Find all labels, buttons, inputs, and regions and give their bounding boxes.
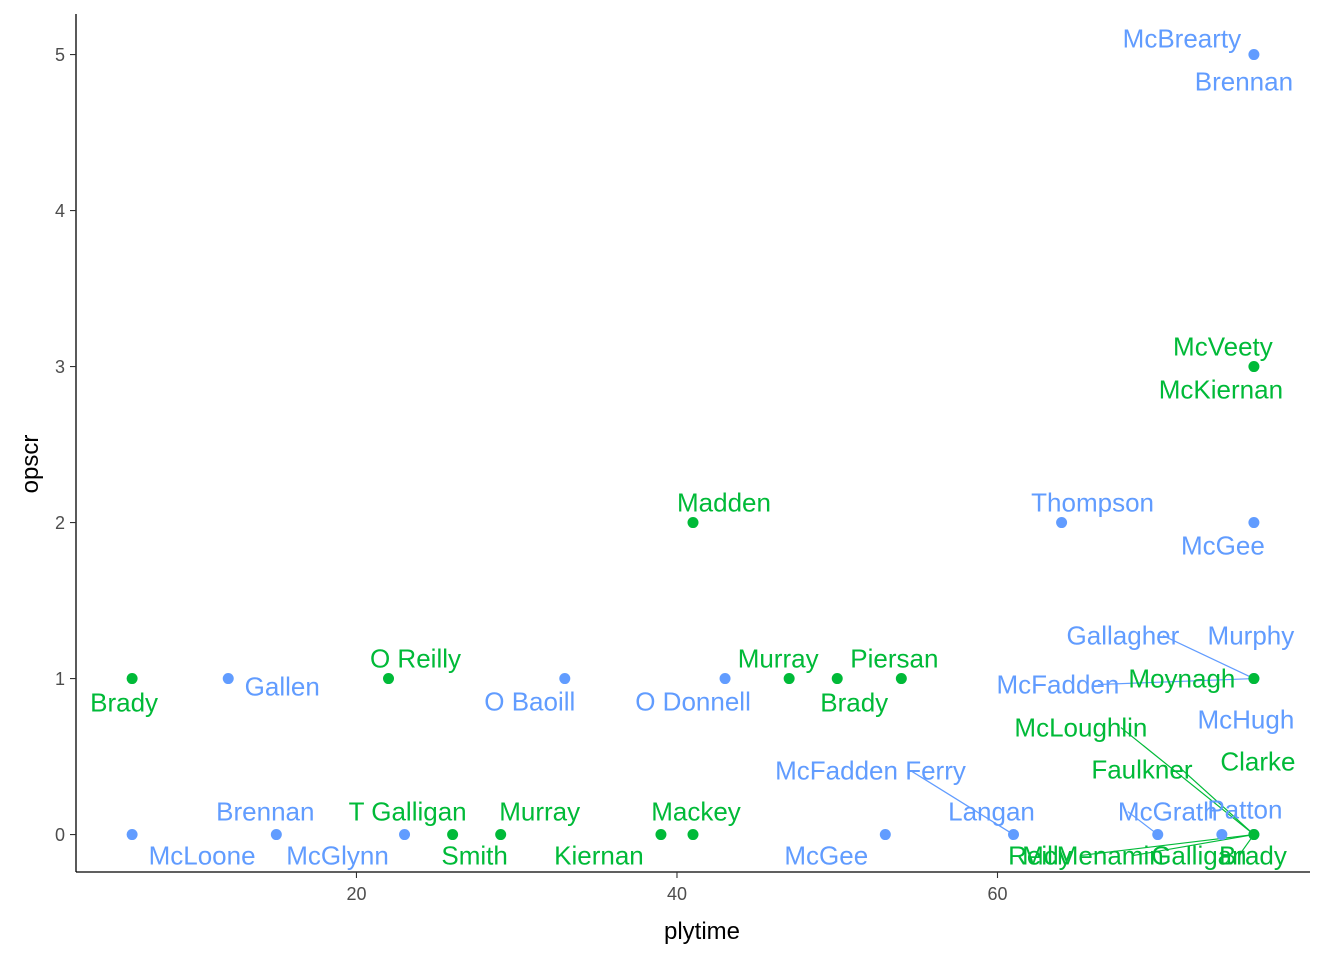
- point-label: McHugh: [1197, 705, 1294, 735]
- point-label: Mackey: [651, 797, 741, 827]
- leader-line: [1132, 833, 1255, 857]
- data-point: [126, 829, 138, 841]
- point-label: Brady: [820, 688, 888, 718]
- point-label: McBrearty: [1123, 24, 1241, 54]
- point-label: Brady: [1219, 841, 1287, 871]
- data-point: [1248, 49, 1260, 61]
- x-tick-label: 20: [346, 884, 366, 904]
- point-label: McGee: [1181, 531, 1265, 561]
- leader-line: [910, 770, 1014, 836]
- point-label: McFadden: [996, 670, 1119, 700]
- point-label: Madden: [677, 488, 771, 518]
- point-label: Faulkner: [1091, 755, 1192, 785]
- point-label: McGrath: [1118, 797, 1218, 827]
- data-point: [687, 829, 699, 841]
- data-point: [1248, 517, 1260, 529]
- point-label: Reilly: [1008, 841, 1072, 871]
- point-label: Gallagher: [1067, 621, 1180, 651]
- point-label: O Donnell: [635, 687, 751, 717]
- y-tick-label: 1: [55, 669, 65, 689]
- leader-line: [1097, 677, 1254, 686]
- data-point: [831, 673, 843, 685]
- point-label: Brennan: [1195, 67, 1293, 97]
- point-label: Murray: [738, 644, 819, 674]
- data-point: [495, 829, 507, 841]
- leader-line: [1181, 769, 1255, 836]
- axes: 0 1 2 3 4 5 20 40 60: [55, 14, 1310, 904]
- data-point: [447, 829, 459, 841]
- point-label: Smith: [441, 841, 507, 871]
- x-tick-label: 40: [667, 884, 687, 904]
- y-tick-label: 3: [55, 357, 65, 377]
- leader-line: [1162, 635, 1255, 680]
- point-label: O Baoill: [484, 687, 575, 717]
- point-label: O Reilly: [370, 644, 461, 674]
- point-label: Murray: [499, 797, 580, 827]
- data-point: [1056, 517, 1068, 529]
- data-point: [1248, 361, 1260, 373]
- data-point: [126, 673, 138, 685]
- data-point: [383, 673, 395, 685]
- point-label: McVeety: [1173, 332, 1273, 362]
- x-tick-label: 60: [987, 884, 1007, 904]
- y-tick-label: 4: [55, 201, 65, 221]
- point-label: McGlynn: [286, 841, 389, 871]
- data-point: [655, 829, 667, 841]
- y-axis-title: opscr: [17, 435, 44, 494]
- data-point: [879, 829, 891, 841]
- point-label: Thompson: [1031, 488, 1154, 518]
- data-point: [222, 673, 234, 685]
- point-label: McLoughlin: [1014, 713, 1147, 743]
- data-point: [399, 829, 411, 841]
- point-label: McFadden Ferry: [775, 756, 966, 786]
- x-axis-title: plytime: [664, 918, 740, 945]
- point-label: Galligan: [1151, 841, 1246, 871]
- point-label: McLoone: [149, 841, 256, 871]
- point-label: Clarke: [1220, 747, 1295, 777]
- data-point: [1152, 829, 1164, 841]
- data-point: [719, 673, 731, 685]
- point-label: Brennan: [216, 797, 314, 827]
- point-labels: McBrearty Brennan Thompson McGee Gallen O Bao…: [90, 24, 1295, 871]
- data-point: [1008, 829, 1020, 841]
- point-label: Kiernan: [554, 841, 644, 871]
- data-points: [126, 49, 1260, 841]
- data-point: [687, 517, 699, 529]
- data-point: [1248, 829, 1260, 841]
- point-label: Piersan: [850, 644, 938, 674]
- y-tick-label: 2: [55, 513, 65, 533]
- point-label: McMenamin: [1022, 841, 1164, 871]
- point-label: McGee: [784, 841, 868, 871]
- point-label: Brady: [90, 688, 158, 718]
- y-tick-label: 5: [55, 45, 65, 65]
- data-point: [1216, 829, 1228, 841]
- data-point: [783, 673, 795, 685]
- leader-line: [1120, 727, 1255, 836]
- data-point: [559, 673, 571, 685]
- data-point: [1248, 673, 1260, 685]
- leader-line: [1127, 811, 1159, 836]
- point-label: Murphy: [1208, 621, 1295, 651]
- y-tick-label: 0: [55, 825, 65, 845]
- point-label: McKiernan: [1159, 375, 1283, 405]
- data-point: [895, 673, 907, 685]
- point-label: Moynagh: [1128, 664, 1235, 694]
- point-label: T Galligan: [349, 797, 467, 827]
- point-label: Patton: [1207, 795, 1282, 825]
- data-point: [270, 829, 282, 841]
- point-label: Langan: [948, 797, 1035, 827]
- point-label: Gallen: [245, 672, 320, 702]
